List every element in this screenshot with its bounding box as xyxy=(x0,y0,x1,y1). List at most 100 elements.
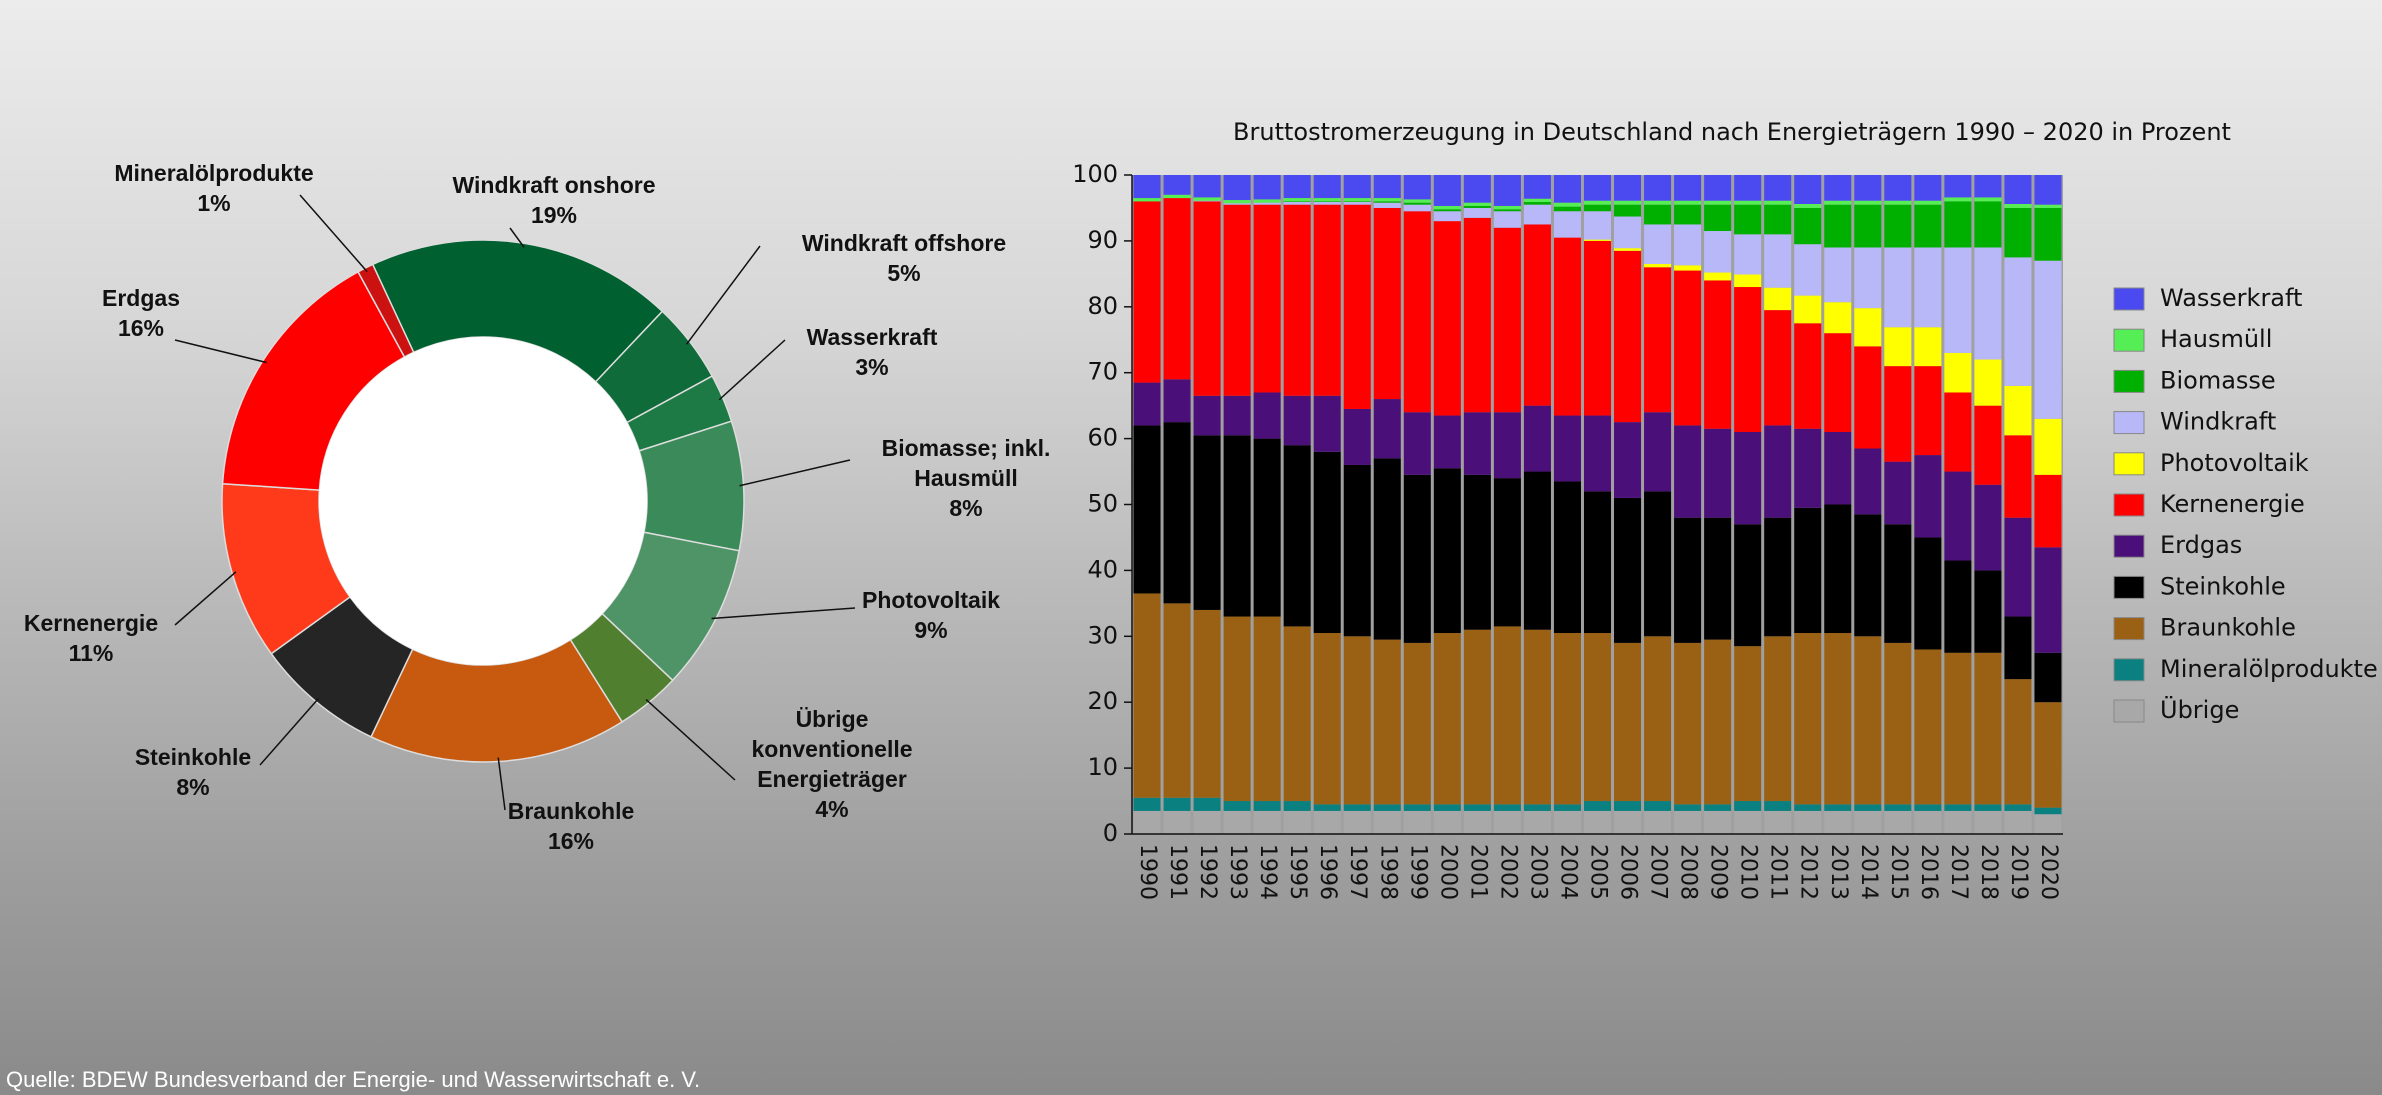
y-tick-label: 0 xyxy=(1103,819,1118,847)
bar-segment xyxy=(1824,201,1851,205)
bar-segment xyxy=(1764,425,1791,517)
bar-segment xyxy=(1554,804,1581,811)
bar-segment xyxy=(1284,202,1311,205)
bar-segment xyxy=(1614,217,1641,249)
bar-segment xyxy=(1584,801,1611,811)
x-tick-label: 2014 xyxy=(1856,844,1881,900)
bar-segment xyxy=(1644,224,1671,264)
bar-segment xyxy=(1914,327,1941,366)
bar-segment xyxy=(1674,643,1701,804)
legend-label: Photovoltaik xyxy=(2160,449,2309,477)
bar-segment xyxy=(1614,643,1641,801)
bar-segment xyxy=(1854,811,1881,834)
bar-segment xyxy=(1974,811,2001,834)
bar-segment xyxy=(2034,808,2061,815)
bar-segment xyxy=(1194,197,1221,200)
bar-segment xyxy=(1824,333,1851,432)
bar-segment xyxy=(1914,205,1941,248)
bar-segment xyxy=(1314,811,1341,834)
bar-segment xyxy=(1434,175,1461,206)
y-tick-label: 100 xyxy=(1072,160,1118,188)
legend-swatch xyxy=(2114,700,2144,722)
bar-segment xyxy=(1404,643,1431,804)
bar-segment xyxy=(1314,205,1341,396)
y-tick-label: 80 xyxy=(1087,292,1118,320)
x-tick-label: 1997 xyxy=(1345,844,1370,900)
bar-segment xyxy=(1914,537,1941,649)
x-tick-label: 2011 xyxy=(1766,844,1791,900)
legend-swatch xyxy=(2114,618,2144,640)
bar-segment xyxy=(1224,435,1251,616)
bar-segment xyxy=(2034,814,2061,834)
bar-segment xyxy=(1794,323,1821,428)
bar-segment xyxy=(1584,240,1611,241)
bar-segment xyxy=(1524,199,1551,202)
slice-value: 11% xyxy=(24,638,158,668)
bar-segment xyxy=(1824,811,1851,834)
bar-segment xyxy=(1314,201,1341,202)
x-tick-label: 1993 xyxy=(1225,844,1250,900)
bar-segment xyxy=(1194,175,1221,197)
x-tick-label: 2017 xyxy=(1946,844,1971,900)
bar-segment xyxy=(1584,175,1611,201)
bar-segment xyxy=(1704,640,1731,805)
bar-segment xyxy=(1584,633,1611,801)
bar-segment xyxy=(1164,198,1191,379)
bar-segment xyxy=(1434,804,1461,811)
bar-segment xyxy=(1404,811,1431,834)
x-tick-label: 2001 xyxy=(1465,844,1490,900)
legend-swatch xyxy=(2114,535,2144,557)
bar-segment xyxy=(1794,429,1821,508)
bar-segment xyxy=(1884,205,1911,248)
bar-segment xyxy=(1884,327,1911,366)
bar-segment xyxy=(1314,452,1341,633)
bar-segment xyxy=(1734,287,1761,432)
bar-segment xyxy=(1134,201,1161,382)
legend-label: Braunkohle xyxy=(2160,614,2296,642)
bar-segment xyxy=(1584,241,1611,416)
leader-line xyxy=(498,758,505,810)
bar-segment xyxy=(1434,633,1461,804)
bar-segment xyxy=(1434,221,1461,415)
bar-segment xyxy=(1764,518,1791,637)
leader-line xyxy=(260,698,318,765)
legend-label: Windkraft xyxy=(2160,408,2276,436)
bar-segment xyxy=(1464,203,1491,206)
bar-segment xyxy=(1404,175,1431,199)
x-tick-label: 1998 xyxy=(1375,844,1400,900)
bar-segment xyxy=(1194,396,1221,436)
bar-segment xyxy=(1824,432,1851,504)
bar-segment xyxy=(1464,208,1491,218)
x-tick-label: 2009 xyxy=(1706,844,1731,900)
slice-name: Windkraft offshore xyxy=(802,228,1006,258)
bar-segment xyxy=(1644,267,1671,412)
bar-segment xyxy=(1674,518,1701,643)
bar-segment xyxy=(2004,208,2031,257)
legend-label: Mineralölprodukte xyxy=(2160,655,2378,683)
bar-segment xyxy=(1764,310,1791,425)
legend-label: Wasserkraft xyxy=(2160,284,2302,312)
slice-name: Kernenergie xyxy=(24,608,158,638)
bar-segment xyxy=(1584,811,1611,834)
legend-swatch xyxy=(2114,453,2144,475)
bar-segment xyxy=(1314,396,1341,452)
slice-label: Braunkohle16% xyxy=(508,796,635,856)
y-tick-label: 10 xyxy=(1087,753,1118,781)
bar-segment xyxy=(1374,811,1401,834)
bar-segment xyxy=(1224,205,1251,396)
bar-segment xyxy=(1284,201,1311,202)
bar-segment xyxy=(1884,643,1911,804)
bar-segment xyxy=(1764,801,1791,811)
bar-segment xyxy=(1164,798,1191,811)
legend-label: Kernenergie xyxy=(2160,490,2305,518)
bar-segment xyxy=(1974,175,2001,197)
bar-segment xyxy=(1734,234,1761,274)
bar-segment xyxy=(2034,419,2061,475)
bar-segment xyxy=(1674,271,1701,426)
bar-segment xyxy=(2004,386,2031,435)
bar-segment xyxy=(1734,201,1761,205)
chart: Bruttostromerzeugung in Deutschland nach… xyxy=(0,0,2382,1095)
bar-segment xyxy=(1314,202,1341,205)
